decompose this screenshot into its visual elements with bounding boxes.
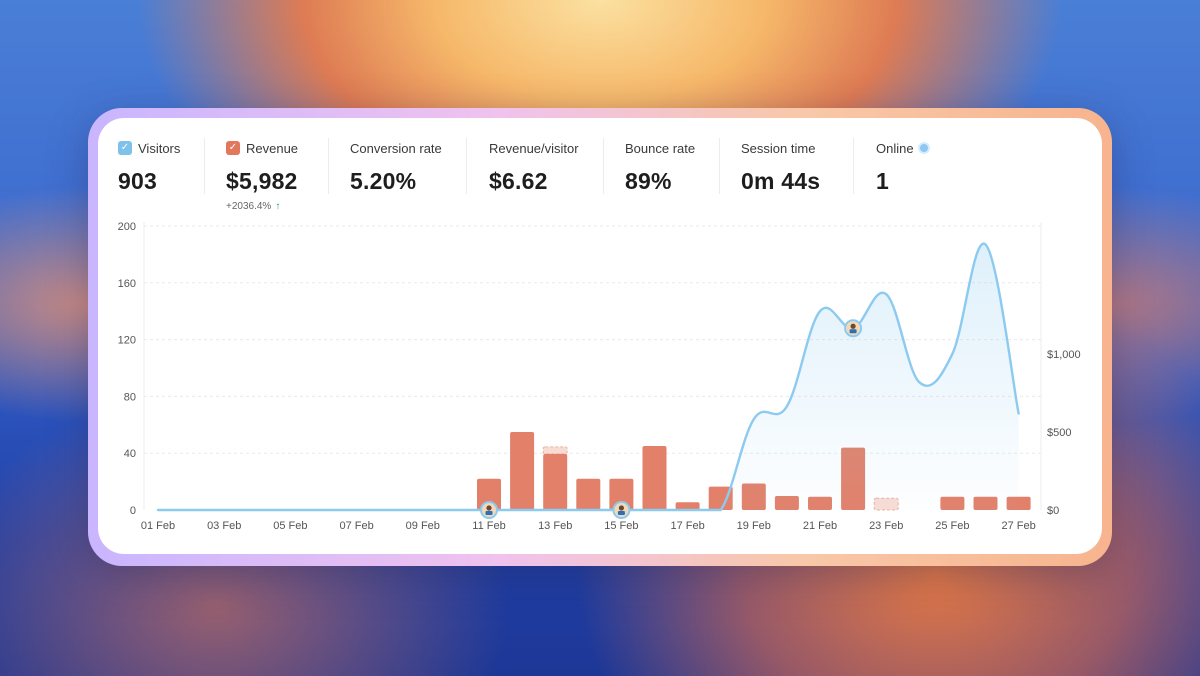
- revenue-per-visitor-label: Revenue/visitor: [489, 140, 579, 156]
- y-right-tick-label: $500: [1047, 427, 1071, 439]
- stat-conversion-rate[interactable]: Conversion rate 5.20%: [350, 140, 442, 195]
- avatar-head: [618, 505, 625, 511]
- x-tick-label: 05 Feb: [273, 520, 307, 532]
- session-label: Session time: [741, 140, 816, 156]
- session-value: 0m 44s: [741, 168, 821, 194]
- revenue-bar-pending: [542, 446, 568, 455]
- avatar-body: [617, 511, 625, 515]
- arrow-up-icon: ↑: [275, 201, 281, 212]
- stat-visitors[interactable]: ✓ Visitors 903: [118, 140, 180, 195]
- online-value: 1: [876, 168, 889, 194]
- divider: [853, 138, 854, 194]
- revenue-bar: [675, 502, 700, 510]
- divider: [204, 138, 205, 194]
- x-tick-label: 07 Feb: [339, 520, 373, 532]
- chart-svg: 0 40 80 120 160 200 $0 $500 $1,000 01 Feb 03 Feb 05…: [118, 221, 1081, 532]
- x-tick-label: 09 Feb: [406, 520, 440, 532]
- stat-session-time[interactable]: Session time 0m 44s: [741, 140, 820, 195]
- avatar-head: [486, 505, 492, 511]
- avatar-body: [485, 511, 493, 515]
- divider: [328, 138, 329, 194]
- stats-row: ✓ Visitors 903 ✓ Revenue $5,982 +2036.4%…: [98, 118, 1102, 218]
- revenue-bar: [609, 478, 634, 510]
- revenue-change: +2036.4%: [226, 201, 272, 212]
- x-tick-label: 19 Feb: [737, 520, 771, 532]
- online-label: Online: [876, 140, 914, 156]
- stat-bounce-rate[interactable]: Bounce rate 89%: [625, 140, 695, 195]
- revenue-value: $5,982: [226, 168, 298, 194]
- revenue-bar: [477, 478, 501, 510]
- y-left-tick-label: 120: [118, 335, 136, 347]
- stat-online[interactable]: Online 1: [876, 140, 928, 195]
- x-tick-label: 01 Feb: [141, 520, 175, 532]
- x-tick-label: 17 Feb: [670, 520, 704, 532]
- revenue-label: Revenue: [246, 140, 299, 156]
- revenue-per-visitor-value: $6.62: [489, 168, 548, 194]
- revenue-bar: [642, 446, 667, 510]
- avatar-body: [849, 329, 857, 334]
- stat-revenue-per-visitor[interactable]: Revenue/visitor $6.62: [489, 140, 579, 195]
- divider: [719, 138, 720, 194]
- revenue-checkbox[interactable]: ✓: [226, 141, 240, 155]
- visitors-value: 903: [118, 168, 157, 194]
- y-left-tick-label: 80: [124, 391, 136, 403]
- online-indicator-icon: [919, 144, 928, 152]
- x-tick-label: 15 Feb: [604, 520, 638, 532]
- visitors-area: [158, 243, 1019, 510]
- revenue-bar: [576, 478, 601, 510]
- x-tick-label: 25 Feb: [935, 520, 969, 532]
- stat-revenue[interactable]: ✓ Revenue $5,982 +2036.4% ↑: [226, 140, 298, 212]
- avatar-head: [850, 323, 856, 329]
- visitors-revenue-chart[interactable]: 0 40 80 120 160 200 $0 $500 $1,000 01 Feb 03 Feb 05…: [98, 214, 1102, 554]
- bounce-value: 89%: [625, 168, 672, 194]
- bounce-label: Bounce rate: [625, 140, 696, 156]
- divider: [466, 138, 467, 194]
- y-left-tick-label: 40: [124, 448, 136, 460]
- x-tick-label: 23 Feb: [869, 520, 903, 532]
- divider: [603, 138, 604, 194]
- x-tick-label: 03 Feb: [207, 520, 241, 532]
- visitors-label: Visitors: [138, 140, 181, 156]
- x-tick-label: 27 Feb: [1001, 520, 1035, 532]
- x-tick-label: 13 Feb: [538, 520, 572, 532]
- revenue-bar: [543, 453, 568, 510]
- x-tick-label: 21 Feb: [803, 520, 837, 532]
- y-right-tick-label: $0: [1047, 505, 1059, 517]
- y-right-tick-label: $1,000: [1047, 349, 1081, 361]
- visitors-checkbox[interactable]: ✓: [118, 141, 132, 155]
- y-left-tick-label: 160: [118, 278, 136, 290]
- y-left-tick-label: 200: [118, 221, 136, 233]
- analytics-card: ✓ Visitors 903 ✓ Revenue $5,982 +2036.4%…: [98, 118, 1102, 554]
- y-left-tick-label: 0: [130, 505, 136, 517]
- x-tick-label: 11 Feb: [472, 520, 505, 532]
- conversion-value: 5.20%: [350, 168, 417, 194]
- revenue-bar: [510, 432, 535, 510]
- conversion-label: Conversion rate: [350, 140, 442, 156]
